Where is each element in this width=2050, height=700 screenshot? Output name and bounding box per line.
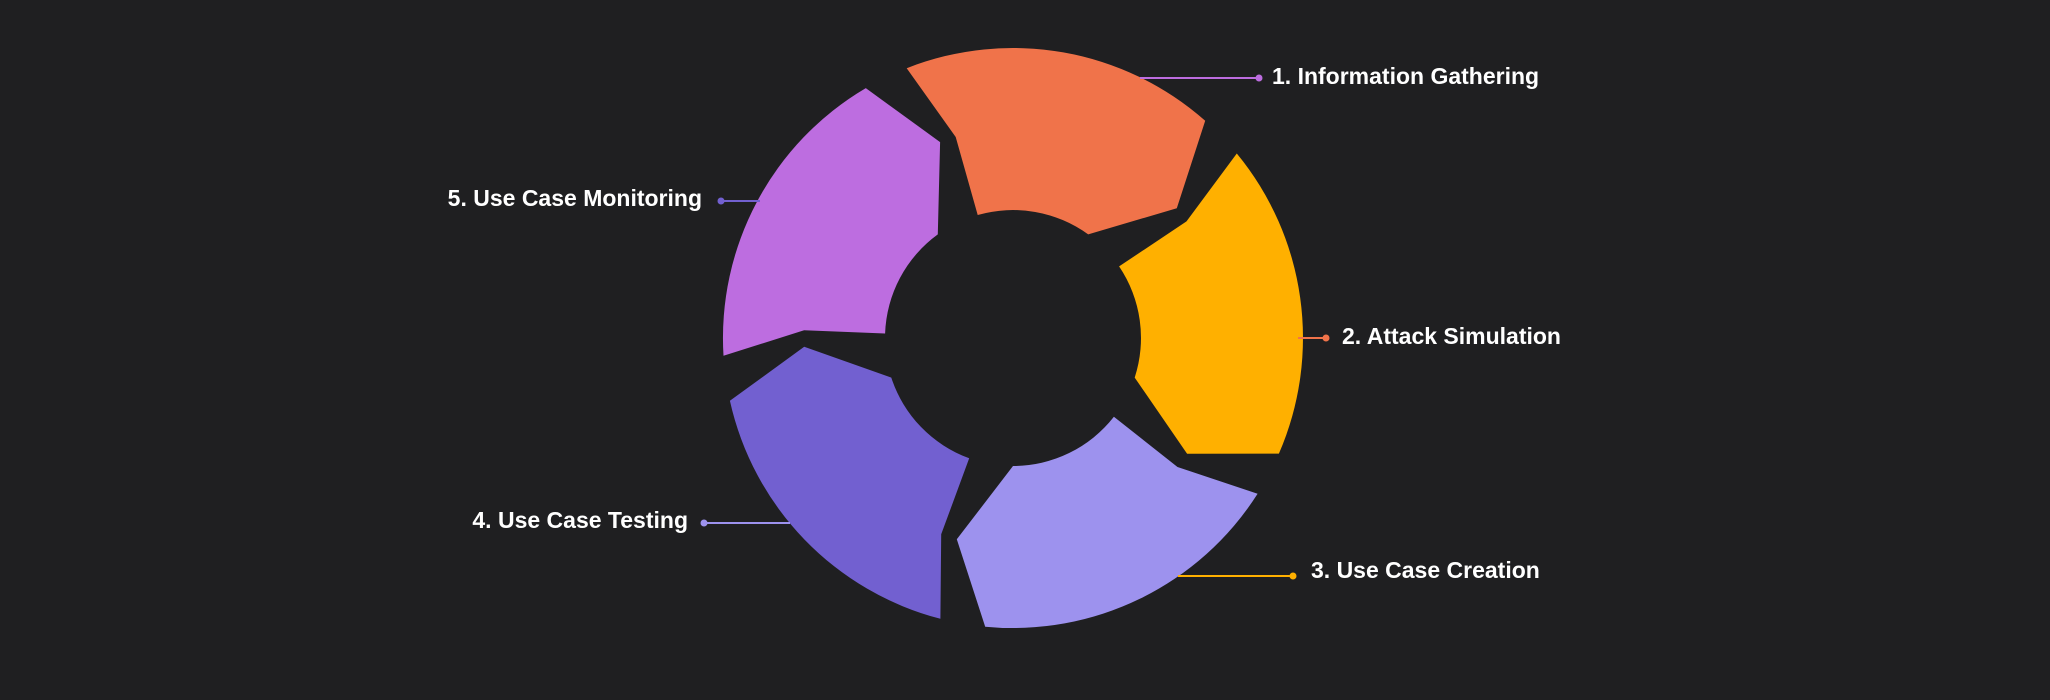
segment-use-case-testing <box>956 416 1258 629</box>
callout-dot-information-gathering <box>1255 74 1263 82</box>
cycle-callouts <box>700 74 1330 580</box>
segment-attack-simulation <box>906 47 1206 235</box>
callout-dot-use-case-creation <box>1289 572 1297 580</box>
step-label-attack-simulation: 2. Attack Simulation <box>1342 323 1561 349</box>
step-label-use-case-testing: 4. Use Case Testing <box>472 507 688 533</box>
segment-use-case-monitoring <box>729 346 970 619</box>
step-label-use-case-creation: 3. Use Case Creation <box>1311 557 1540 583</box>
cycle-labels: 1. Information Gathering 2. Attack Simul… <box>448 63 1561 583</box>
callout-dot-use-case-testing <box>700 519 708 527</box>
segment-information-gathering <box>722 88 941 356</box>
callout-dot-use-case-monitoring <box>717 197 725 205</box>
callout-dot-attack-simulation <box>1322 334 1330 342</box>
segment-use-case-creation <box>1119 153 1303 454</box>
step-label-use-case-monitoring: 5. Use Case Monitoring <box>448 185 702 211</box>
step-label-information-gathering: 1. Information Gathering <box>1272 63 1539 89</box>
cycle-segments <box>722 47 1303 629</box>
